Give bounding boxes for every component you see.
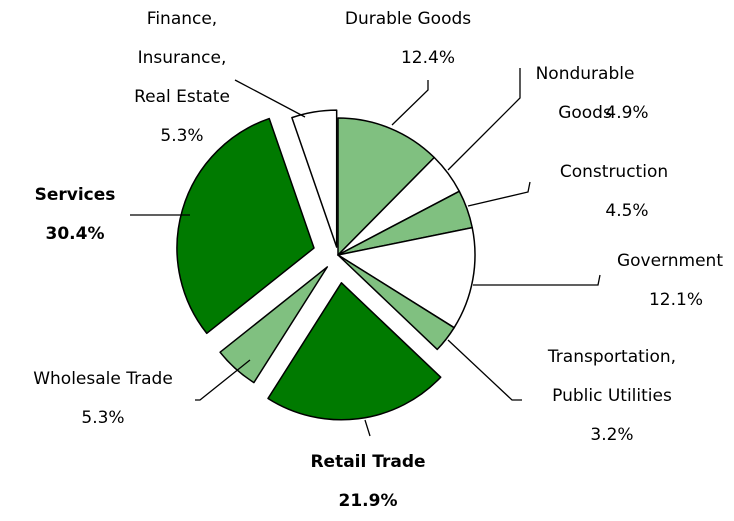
slice-label: Nondurable Goods — [535, 64, 635, 123]
pie-slice — [291, 109, 338, 248]
leader-line — [473, 274, 601, 286]
leader-line — [467, 181, 531, 207]
leader-line — [195, 359, 251, 401]
slice-value-label: 5.3% — [160, 126, 204, 146]
slice-value-label: 30.4% — [45, 224, 105, 244]
pie-slice — [337, 117, 436, 256]
pie-slice — [219, 266, 329, 384]
leader-line — [364, 419, 371, 437]
slice-label: Finance, Insurance, Real Estate — [134, 9, 230, 107]
slice-label: Government — [616, 251, 724, 271]
slice-value-label: 21.9% — [338, 491, 398, 511]
chart — [130, 68, 601, 437]
slice-label: Transportation, Public Utilities — [547, 347, 677, 406]
slice-value-label: 3.2% — [590, 425, 634, 445]
slice-value-label: 4.5% — [605, 201, 649, 221]
leader-line — [234, 79, 306, 118]
page: {"chart_data": {"type": "pie", "categori… — [33, 9, 724, 511]
slice-label: Construction — [559, 162, 669, 182]
slice-value-label: 4.9% — [605, 103, 649, 123]
pie-slice — [337, 226, 476, 329]
slice-value-label: 5.3% — [81, 408, 125, 428]
leader-line — [447, 339, 522, 401]
slice-value-label: 12.1% — [648, 290, 704, 310]
leader-line — [447, 68, 521, 171]
leader-line — [391, 80, 429, 126]
pie-slice — [176, 117, 315, 335]
pie-slice — [337, 254, 455, 351]
pie-slice — [267, 282, 442, 421]
slice-label: Services — [34, 185, 116, 205]
slice-label: Wholesale Trade — [33, 369, 173, 389]
slice-label: Retail Trade — [310, 452, 426, 472]
slice-label: Durable Goods — [344, 9, 472, 29]
slice-value-label: 12.4% — [400, 48, 456, 68]
